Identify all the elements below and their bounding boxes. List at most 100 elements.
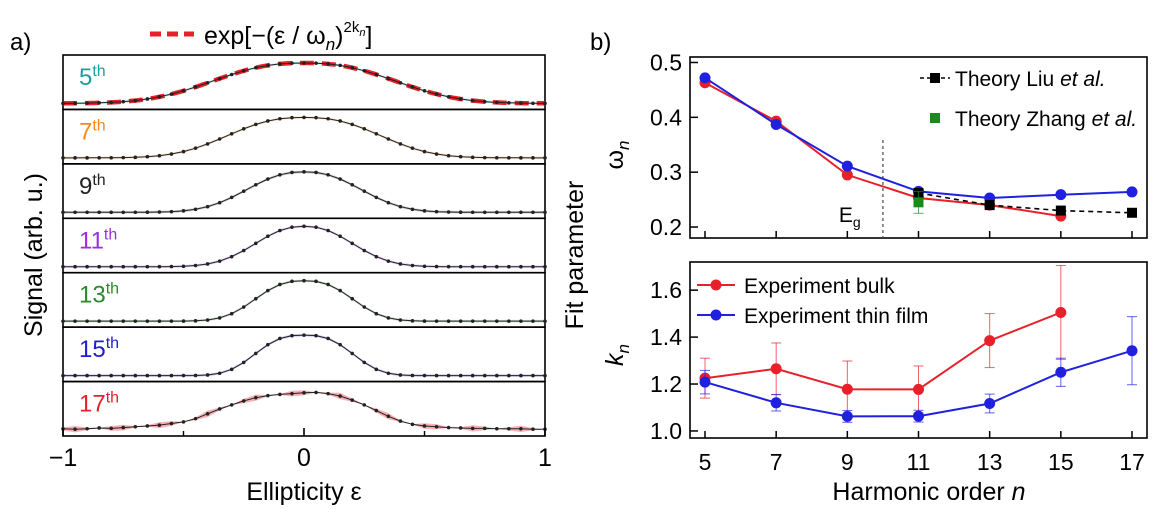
data-point bbox=[398, 373, 403, 377]
data-point bbox=[543, 264, 547, 269]
data-point bbox=[85, 156, 89, 160]
data-point bbox=[984, 398, 996, 410]
data-point bbox=[984, 335, 996, 347]
legend-marker bbox=[710, 309, 722, 321]
data-point bbox=[374, 131, 379, 136]
theory-legend: Theory Liu et al. Theory Zhang et al. bbox=[920, 68, 1137, 131]
data-point bbox=[543, 156, 547, 160]
data-point bbox=[145, 97, 150, 101]
data-point bbox=[241, 399, 246, 403]
harmonic-label: 5th bbox=[79, 63, 106, 91]
data-point bbox=[531, 427, 535, 431]
strip-5th: 5th bbox=[61, 54, 547, 111]
data-point bbox=[495, 264, 499, 269]
data-point bbox=[266, 342, 270, 347]
data-point bbox=[290, 225, 294, 229]
data-point bbox=[290, 279, 294, 284]
data-point bbox=[913, 410, 924, 422]
data-point bbox=[386, 316, 391, 320]
data-point bbox=[266, 119, 270, 123]
data-point bbox=[254, 65, 258, 70]
strip-7th: 7th bbox=[61, 108, 547, 165]
data-point bbox=[458, 426, 463, 430]
data-point bbox=[169, 421, 174, 426]
data-point bbox=[1055, 306, 1067, 318]
data-point bbox=[519, 373, 523, 378]
data-point bbox=[121, 425, 126, 430]
data-point bbox=[770, 118, 782, 130]
data-point bbox=[193, 373, 198, 378]
data-point bbox=[374, 408, 379, 413]
x-tick-label: 1 bbox=[538, 444, 552, 472]
data-point bbox=[519, 210, 523, 215]
data-point bbox=[434, 319, 439, 323]
data-point bbox=[85, 373, 89, 378]
data-point bbox=[97, 156, 101, 160]
data-point bbox=[254, 122, 258, 127]
data-point bbox=[278, 392, 282, 397]
data-point bbox=[531, 156, 535, 160]
data-point bbox=[338, 63, 342, 68]
data-point bbox=[133, 155, 138, 160]
data-point bbox=[278, 172, 282, 177]
data-point bbox=[386, 414, 391, 419]
data-point bbox=[290, 115, 294, 120]
data-point bbox=[254, 182, 258, 187]
data-point bbox=[458, 97, 463, 101]
data-point bbox=[314, 115, 318, 120]
data-point bbox=[85, 264, 89, 269]
data-point bbox=[217, 259, 222, 263]
data-point bbox=[205, 373, 210, 377]
data-point bbox=[145, 319, 150, 323]
data-point bbox=[398, 318, 403, 322]
data-point bbox=[181, 420, 186, 424]
y-tick-label: 0.4 bbox=[650, 104, 682, 130]
data-point bbox=[314, 333, 318, 338]
data-point bbox=[181, 373, 186, 378]
data-point bbox=[290, 61, 294, 65]
data-point bbox=[446, 373, 451, 378]
data-point bbox=[241, 189, 246, 193]
data-point bbox=[410, 319, 415, 323]
data-point bbox=[302, 61, 306, 65]
data-point bbox=[446, 210, 451, 214]
x-tick-label: 15 bbox=[1048, 449, 1074, 475]
data-point bbox=[97, 373, 101, 378]
data-point bbox=[133, 373, 138, 378]
data-point bbox=[913, 383, 924, 395]
data-point bbox=[482, 319, 487, 323]
data-point bbox=[254, 241, 258, 246]
data-point bbox=[338, 119, 342, 123]
y-tick-label: 0.2 bbox=[650, 214, 682, 240]
legend-label: Theory Zhang et al. bbox=[955, 108, 1137, 131]
data-point bbox=[229, 195, 234, 200]
y-tick-label: 0.3 bbox=[650, 159, 682, 185]
data-point bbox=[169, 209, 174, 214]
data-point bbox=[495, 426, 499, 431]
strip-11th: 11th bbox=[61, 217, 547, 274]
data-point bbox=[507, 156, 511, 160]
data-point bbox=[278, 116, 282, 121]
data-point bbox=[362, 360, 367, 365]
legend-label: Experiment thin film bbox=[744, 305, 928, 328]
data-point bbox=[374, 311, 379, 316]
data-point bbox=[157, 319, 162, 323]
data-point bbox=[482, 373, 487, 378]
data-point bbox=[350, 241, 355, 246]
data-point bbox=[169, 92, 174, 96]
data-point bbox=[531, 373, 535, 378]
data-point bbox=[121, 210, 126, 215]
data-point bbox=[543, 210, 547, 215]
data-point bbox=[458, 319, 463, 323]
data-point bbox=[374, 72, 379, 77]
data-point bbox=[326, 62, 330, 66]
data-point bbox=[181, 319, 186, 323]
data-point bbox=[531, 210, 535, 215]
data-point bbox=[482, 210, 487, 215]
panel-b-label: b) bbox=[590, 29, 611, 56]
data-point bbox=[302, 170, 306, 174]
data-point bbox=[278, 62, 282, 66]
data-point bbox=[362, 189, 367, 193]
data-point bbox=[1126, 345, 1138, 357]
